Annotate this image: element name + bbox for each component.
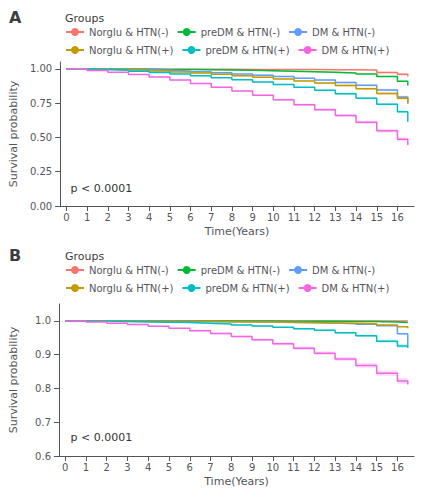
svg-text:8: 8 (229, 212, 235, 223)
svg-text:Groups: Groups (65, 12, 104, 25)
svg-text:7: 7 (208, 212, 214, 223)
svg-text:6: 6 (187, 212, 193, 223)
svg-text:6: 6 (187, 462, 193, 473)
svg-text:Norglu & HTN(-): Norglu & HTN(-) (89, 27, 169, 38)
svg-text:Survival probability: Survival probability (7, 80, 20, 187)
svg-text:0.75: 0.75 (30, 98, 52, 109)
svg-text:1.0: 1.0 (35, 315, 51, 326)
svg-text:A: A (9, 8, 22, 27)
svg-text:Groups: Groups (65, 250, 104, 263)
svg-text:1: 1 (84, 212, 90, 223)
svg-text:DM & HTN(+): DM & HTN(+) (322, 45, 390, 56)
svg-text:1.00: 1.00 (30, 63, 52, 74)
svg-text:p < 0.0001: p < 0.0001 (70, 182, 132, 195)
svg-text:15: 15 (370, 212, 383, 223)
svg-text:9: 9 (249, 462, 255, 473)
svg-text:1: 1 (83, 462, 89, 473)
svg-text:7: 7 (207, 462, 213, 473)
svg-text:2: 2 (105, 212, 111, 223)
svg-text:preDM & HTN(-): preDM & HTN(-) (201, 27, 280, 38)
svg-text:preDM & HTN(-): preDM & HTN(-) (201, 265, 280, 276)
svg-text:4: 4 (146, 212, 152, 223)
svg-text:0: 0 (62, 462, 68, 473)
svg-text:3: 3 (124, 462, 130, 473)
svg-text:Survival probability: Survival probability (7, 326, 20, 433)
svg-text:0.8: 0.8 (35, 383, 51, 394)
svg-text:Norglu & HTN(+): Norglu & HTN(+) (89, 45, 174, 56)
svg-text:0.6: 0.6 (35, 451, 51, 462)
svg-text:5: 5 (166, 462, 172, 473)
svg-text:0: 0 (63, 212, 69, 223)
svg-text:DM & HTN(-): DM & HTN(-) (312, 265, 375, 276)
svg-text:8: 8 (228, 462, 234, 473)
svg-text:11: 11 (287, 462, 300, 473)
svg-text:10: 10 (266, 462, 279, 473)
svg-text:p < 0.0001: p < 0.0001 (70, 431, 132, 444)
svg-text:0.7: 0.7 (35, 417, 51, 428)
svg-text:13: 13 (329, 462, 342, 473)
svg-text:Time(Years): Time(Years) (204, 225, 270, 238)
svg-text:12: 12 (308, 212, 321, 223)
svg-text:B: B (9, 246, 21, 265)
svg-text:0.25: 0.25 (30, 166, 52, 177)
svg-text:14: 14 (350, 462, 363, 473)
svg-text:3: 3 (125, 212, 131, 223)
svg-text:DM & HTN(+): DM & HTN(+) (322, 283, 390, 294)
svg-text:16: 16 (391, 212, 404, 223)
svg-text:0.50: 0.50 (30, 132, 52, 143)
svg-text:10: 10 (267, 212, 280, 223)
svg-text:9: 9 (249, 212, 255, 223)
svg-text:preDM & HTN(+): preDM & HTN(+) (205, 283, 289, 294)
svg-text:0.9: 0.9 (35, 349, 51, 360)
svg-text:16: 16 (391, 462, 404, 473)
svg-text:13: 13 (329, 212, 342, 223)
svg-text:DM & HTN(-): DM & HTN(-) (312, 27, 375, 38)
svg-text:Norglu & HTN(+): Norglu & HTN(+) (89, 283, 174, 294)
svg-text:2: 2 (104, 462, 110, 473)
svg-text:0.00: 0.00 (30, 201, 52, 212)
svg-text:5: 5 (167, 212, 173, 223)
svg-text:Norglu & HTN(-): Norglu & HTN(-) (89, 265, 169, 276)
svg-text:11: 11 (288, 212, 301, 223)
svg-text:Time(Years): Time(Years) (203, 475, 269, 488)
svg-text:12: 12 (308, 462, 321, 473)
svg-text:preDM & HTN(+): preDM & HTN(+) (205, 45, 289, 56)
svg-text:14: 14 (350, 212, 363, 223)
svg-text:15: 15 (370, 462, 383, 473)
svg-text:4: 4 (145, 462, 151, 473)
